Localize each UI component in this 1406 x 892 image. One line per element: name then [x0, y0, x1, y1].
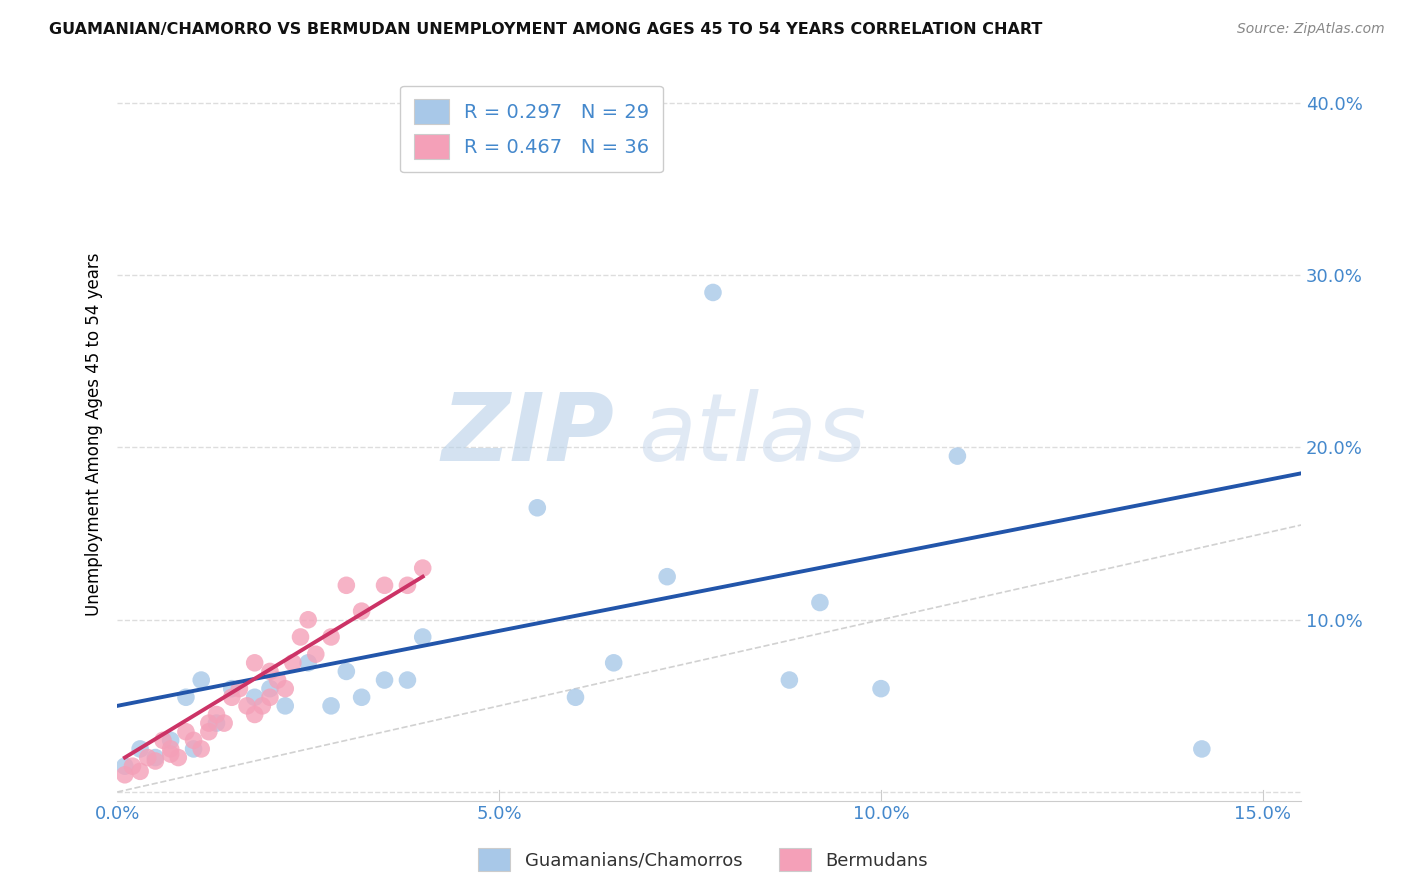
Point: [808, 595, 831, 609]
Point: [281, 656, 304, 670]
Point: [259, 665, 281, 679]
Point: [350, 690, 373, 705]
Point: [266, 673, 288, 687]
Point: [221, 681, 243, 696]
Point: [259, 681, 281, 696]
Point: [159, 747, 181, 761]
Point: [167, 750, 190, 764]
Point: [319, 630, 342, 644]
Point: [174, 724, 197, 739]
Point: [297, 613, 319, 627]
Point: [396, 578, 419, 592]
Point: [305, 647, 328, 661]
Text: Source: ZipAtlas.com: Source: ZipAtlas.com: [1237, 22, 1385, 37]
Point: [335, 665, 357, 679]
Point: [373, 673, 395, 687]
Point: [205, 707, 228, 722]
Text: atlas: atlas: [638, 389, 866, 480]
Y-axis label: Unemployment Among Ages 45 to 54 years: Unemployment Among Ages 45 to 54 years: [86, 252, 103, 616]
Point: [526, 500, 548, 515]
Point: [702, 285, 724, 300]
Point: [396, 673, 419, 687]
Point: [870, 681, 893, 696]
Legend: Guamanians/Chamorros, Bermudans: Guamanians/Chamorros, Bermudans: [471, 841, 935, 879]
Point: [259, 690, 281, 705]
Point: [657, 570, 679, 584]
Point: [335, 578, 357, 592]
Point: [129, 764, 152, 779]
Point: [152, 733, 174, 747]
Point: [946, 449, 969, 463]
Point: [190, 742, 212, 756]
Point: [221, 690, 243, 705]
Point: [350, 604, 373, 618]
Point: [602, 656, 624, 670]
Point: [183, 733, 205, 747]
Text: ZIP: ZIP: [441, 389, 614, 481]
Point: [129, 742, 152, 756]
Point: [190, 673, 212, 687]
Point: [412, 561, 434, 575]
Point: [564, 690, 586, 705]
Point: [243, 656, 266, 670]
Point: [243, 707, 266, 722]
Point: [198, 724, 221, 739]
Point: [778, 673, 800, 687]
Point: [228, 681, 250, 696]
Point: [252, 698, 274, 713]
Point: [297, 656, 319, 670]
Point: [412, 630, 434, 644]
Point: [373, 578, 395, 592]
Point: [121, 759, 143, 773]
Point: [145, 754, 167, 768]
Point: [236, 698, 259, 713]
Point: [114, 768, 136, 782]
Point: [290, 630, 312, 644]
Point: [212, 716, 235, 731]
Point: [205, 716, 228, 731]
Point: [136, 750, 159, 764]
Point: [114, 759, 136, 773]
Legend: R = 0.297   N = 29, R = 0.467   N = 36: R = 0.297 N = 29, R = 0.467 N = 36: [401, 86, 664, 172]
Point: [274, 698, 297, 713]
Point: [243, 690, 266, 705]
Point: [274, 681, 297, 696]
Point: [145, 750, 167, 764]
Point: [159, 733, 181, 747]
Point: [174, 690, 197, 705]
Point: [319, 698, 342, 713]
Point: [183, 742, 205, 756]
Point: [198, 716, 221, 731]
Point: [159, 742, 181, 756]
Point: [1191, 742, 1213, 756]
Text: GUAMANIAN/CHAMORRO VS BERMUDAN UNEMPLOYMENT AMONG AGES 45 TO 54 YEARS CORRELATIO: GUAMANIAN/CHAMORRO VS BERMUDAN UNEMPLOYM…: [49, 22, 1043, 37]
